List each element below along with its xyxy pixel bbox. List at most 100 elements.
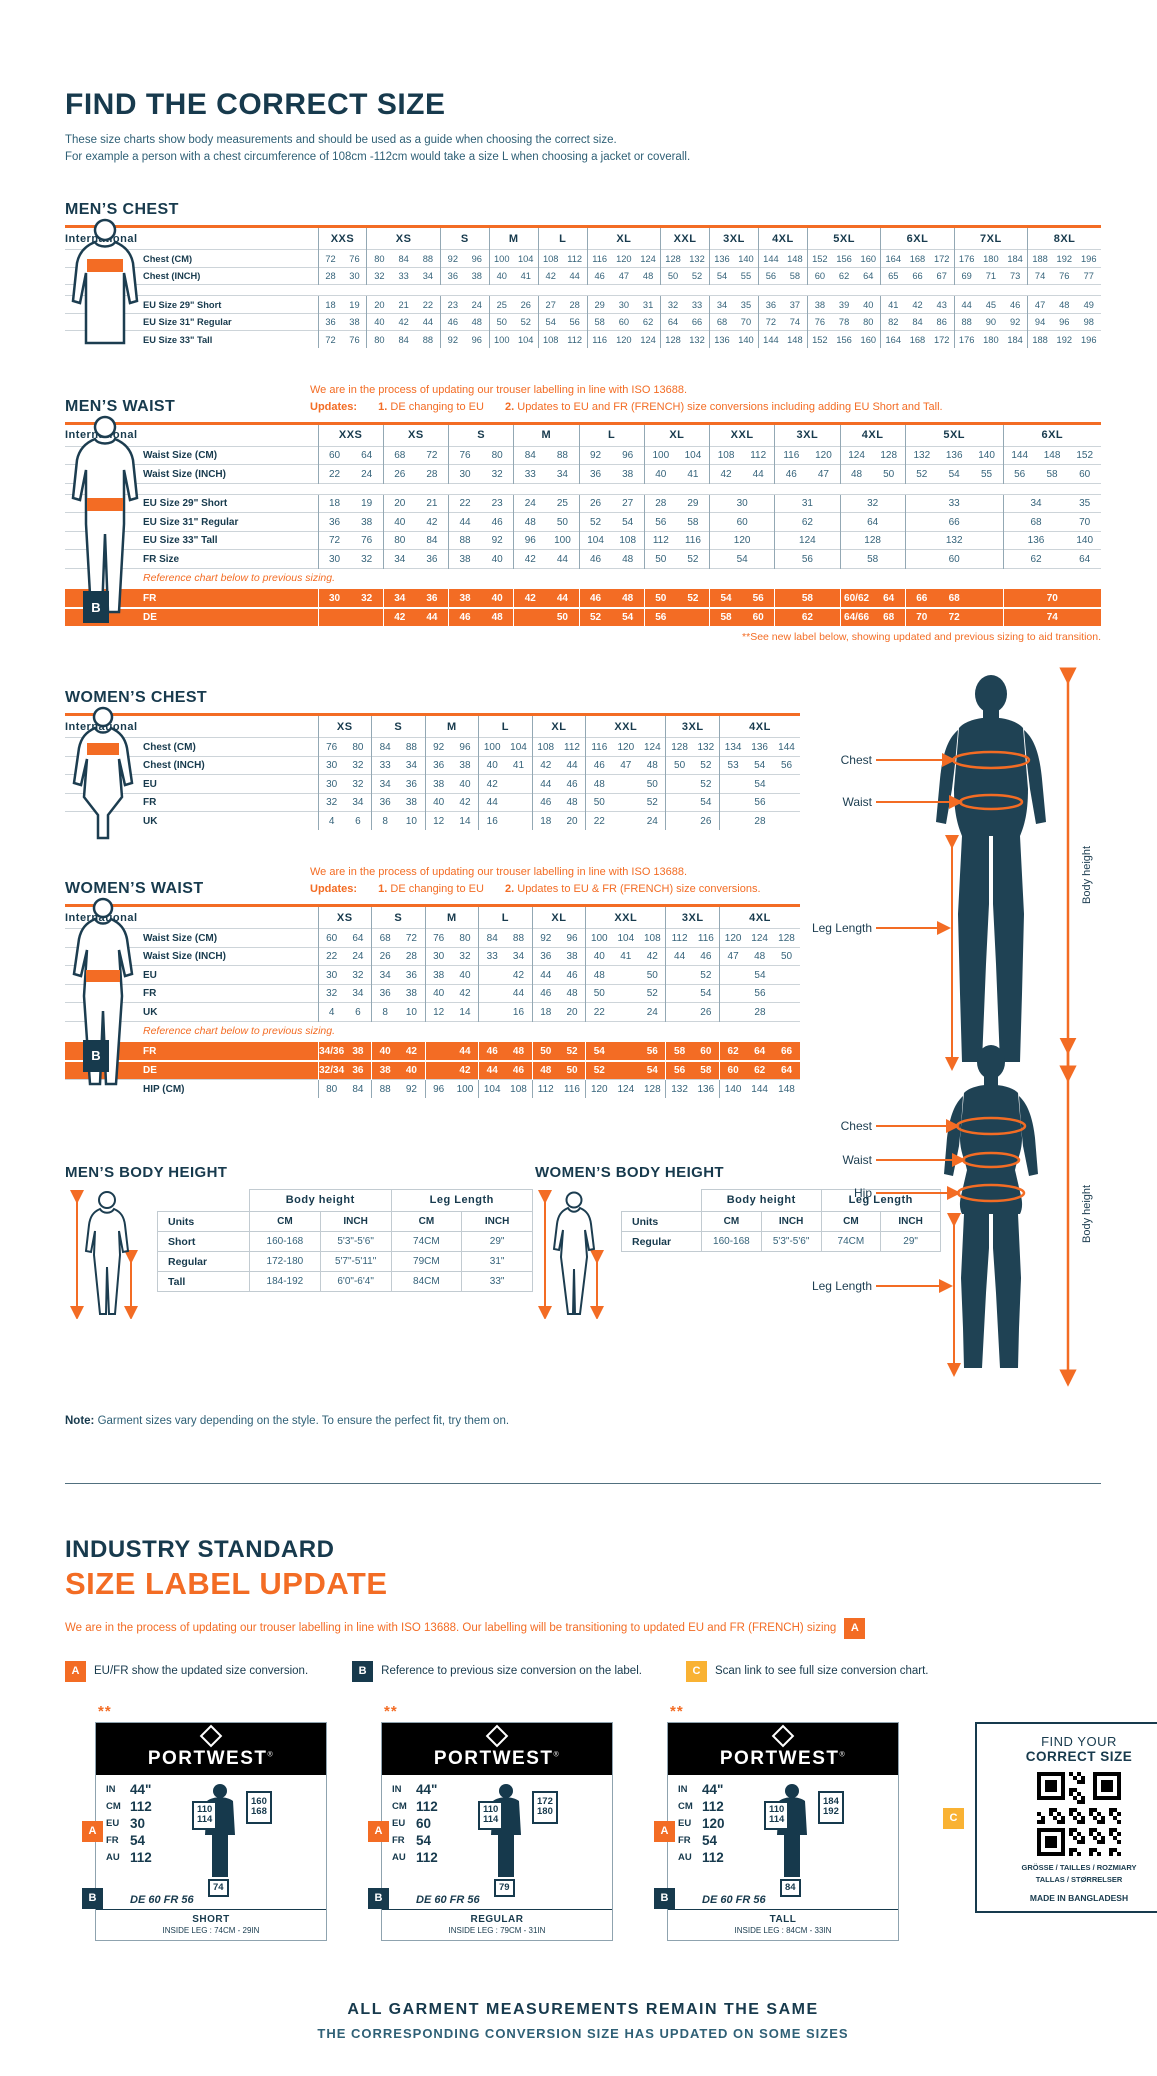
size-cell: 160-168 [249,1230,321,1252]
size-cell: 28 [317,266,343,285]
size-cell: 84 [391,249,416,268]
caption-title: REGULAR [470,1913,524,1925]
size-cell: 136 [746,737,774,757]
size-column-header: L [478,714,533,738]
size-table: Body height Leg Length Units CM INCH CM INCH Re… [621,1188,941,1252]
size-cell: 54 [718,965,800,985]
size-cell [665,983,693,1003]
size-cell: 46 [531,983,559,1003]
size-row: CM 112 [392,1798,438,1814]
size-cell [478,1002,506,1022]
size-cell: 128 [773,928,800,948]
size-cell: 32 [660,295,686,314]
size-cell: 32 [317,792,345,812]
mens-chest-figure-icon [71,219,139,345]
size-cell: 136 [937,445,971,465]
size-cell: 56 [718,792,800,812]
size-cell: 156 [831,249,857,268]
size-cell: 40 [424,983,452,1003]
size-cell: 50 [639,965,666,985]
qr-find-your: FIND YOUR [1041,1733,1117,1749]
size-cell: 31" [461,1250,533,1272]
size-cell: 86 [929,312,955,331]
qr-made-in: MADE IN BANGLADESH [1029,1892,1129,1903]
size-cell: 50 [558,1059,586,1080]
badge-a: A [368,1820,389,1842]
size-cell: 38 [451,755,479,775]
label-body: A B IN 44" CM 112 EU 30 FR 54 AU 112 110 114 160 168 74 D… [82,1775,326,1909]
size-cell: 56 [757,266,783,285]
size-cell: 34 [371,965,399,985]
size-cell: 116 [692,928,720,948]
chest-label: Chest [841,753,873,767]
legend-item-b: B Reference to previous size conversion … [352,1660,642,1682]
size-cell: 56 [562,312,588,331]
label-stars: ** [98,1702,112,1720]
size-cell: 58 [586,312,612,331]
womens-chest-table-wrap: InternationalXSSMLXLXXL3XL4XLChest (CM)7… [65,707,800,840]
size-cell: 35 [1068,493,1101,513]
size-cell: 44 [953,295,979,314]
size-cell: 40 [585,946,613,966]
size-cell: 16 [505,1002,533,1022]
size-column-header: XXL [585,905,666,929]
size-cell: 128 [872,445,906,465]
previous-sizing: DE 60 FR 56 [130,1893,194,1906]
updates-label: Updates: [310,882,358,895]
size-cell: 48 [639,755,666,775]
size-cell: 116 [774,445,808,465]
size-cell: 94 [1027,312,1053,331]
size-cell: 96 [1052,312,1077,331]
size-cell: 25 [546,493,579,513]
size-cell: 54 [611,606,645,627]
size-cell: 37 [782,295,808,314]
size-cell: 42 [451,983,479,1003]
size-cell: 58 [1035,464,1069,484]
size-cell: 60 [742,606,775,627]
size-column-header: XS [317,905,372,929]
update-1-num: 1. [378,400,388,413]
size-cell: 18 [531,1002,559,1022]
table-row: EU Size 33" Tall 72 76 80 84 88 92 96 100 104 108 1… [65,330,1101,348]
size-cell: 116 [558,1079,586,1098]
size-cell: 26 [692,1002,720,1022]
size-cell: 20 [558,1002,586,1022]
size-cell: 88 [953,312,979,331]
size-cell: 28 [643,493,677,513]
size-row: EU 120 [678,1815,725,1831]
size-cell: 38 [558,946,586,966]
size-cell: 67 [929,266,955,285]
size-cell: 76 [448,445,482,465]
badge-a: A [654,1820,675,1842]
size-cell [665,965,693,985]
size-cell: 140 [733,249,759,268]
badge-a: A [82,1820,103,1842]
size-cell: 38 [342,312,367,331]
size-cell: 40 [478,755,506,775]
size-cell [513,606,547,627]
size-cell: 56 [718,983,800,1003]
size-cell: 112 [558,737,586,757]
size-cell: 70 [733,312,759,331]
size-cell [612,965,640,985]
table-row: EU 30 32 34 36 38 40 42 44 46 48 50 52 54 [65,965,800,985]
size-cell: 124 [839,445,873,465]
size-cell: 172-180 [249,1250,321,1272]
size-cell: 72 [317,330,343,348]
size-cell: 40 [371,1040,399,1061]
size-cell: 128 [660,249,686,268]
size-cell: 62 [1002,549,1069,569]
size-cell: 40 [643,464,677,484]
size-cell [676,606,710,627]
size-row: FR 54 [678,1832,718,1848]
size-column-header: M [488,226,539,250]
update-2-text: Updates to EU & FR (FRENCH) size convers… [517,882,761,895]
portwest-diamond-icon [485,1724,509,1747]
row-label: FR Size [65,549,318,569]
body-height-section: MEN’S BODY HEIGHT Body height Leg Length U… [65,1164,1101,1319]
size-cell: 34 [505,946,533,966]
size-cell: 44 [448,512,482,532]
size-cell: 74 [1027,266,1053,285]
caption-title: SHORT [192,1913,230,1925]
size-cell: 50 [643,587,677,608]
